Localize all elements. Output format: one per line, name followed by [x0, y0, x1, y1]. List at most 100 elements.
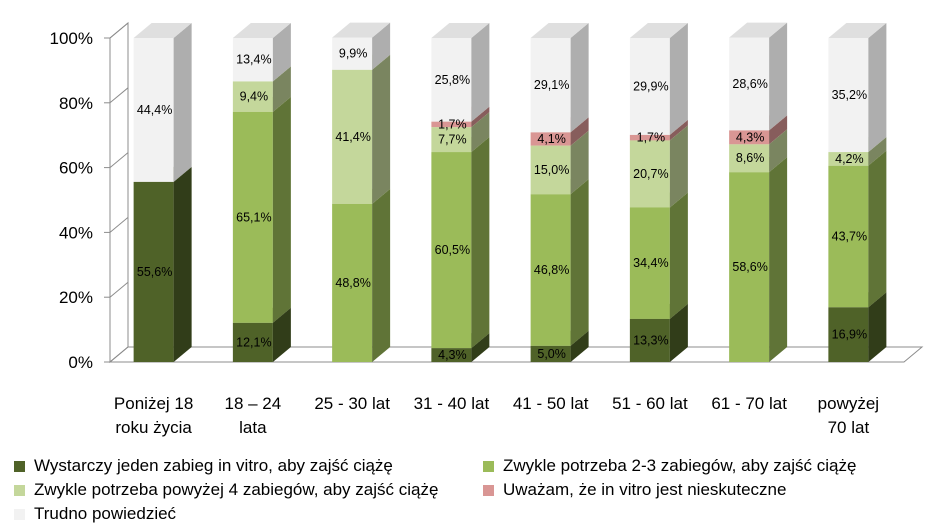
y-tick-diagonal: [109, 87, 129, 104]
bar-segment-front: [828, 152, 869, 166]
y-tick-label: 40%: [59, 223, 93, 242]
bar-stack: [828, 23, 887, 362]
data-label: 15,0%: [534, 163, 569, 177]
bar-stack: [232, 23, 291, 362]
bar-stack: [133, 23, 192, 362]
legend-label: Uważam, że in vitro jest nieskuteczne: [503, 480, 787, 499]
y-axis-ticks: 0% 20% 40% 60% 80% 100%: [50, 22, 129, 372]
data-label: 5,0%: [537, 347, 566, 361]
bar-segment-front: [530, 132, 571, 146]
y-tick-diagonal: [109, 152, 129, 168]
bar-segment-front: [332, 37, 373, 70]
bar-stack: [332, 22, 391, 362]
bar-segment-side: [570, 179, 589, 346]
legend-swatch: [14, 484, 25, 496]
bar-segment-front: [629, 134, 670, 141]
x-axis-ticks: Poniżej 18 roku życia 18 – 24 lata 25 - 30 l…: [114, 394, 879, 437]
data-label: 4,3%: [438, 348, 467, 362]
bar-segment-side: [868, 137, 887, 166]
data-label: 1,7%: [637, 131, 666, 145]
data-label: 16,9%: [832, 328, 867, 342]
y-tick-diagonal: [109, 22, 129, 39]
bar-segment-side: [471, 23, 490, 122]
bar-segment-side: [868, 292, 887, 362]
floor: [108, 346, 924, 363]
legend: Wystarczy jeden zabieg in vitro, aby zaj…: [0, 450, 946, 528]
bar-segment-front: [828, 307, 869, 362]
bar-segment-front: [431, 348, 472, 362]
data-label: 13,4%: [236, 53, 271, 67]
x-tick-label: lata: [239, 418, 267, 437]
x-tick-label: Poniżej 18: [114, 394, 193, 413]
legend-label: Zwykle potrzeba powyżej 4 zabiegów, aby …: [34, 480, 439, 499]
y-tick-diagonal: [109, 346, 129, 363]
bar-segment-side: [570, 130, 589, 195]
stacked-bar-chart: 0% 20% 40% 60% 80% 100% 55,6% 44,4% 12,1% 65,1% 9…: [50, 21, 924, 437]
bar-segment-side: [769, 115, 788, 145]
x-tick-label: roku życia: [115, 418, 192, 437]
y-tick-label: 0%: [68, 353, 93, 372]
chart-walls: [108, 21, 924, 364]
data-label: 55,6%: [137, 265, 172, 279]
bar-segment-side: [669, 119, 688, 141]
bar-segment-front: [530, 145, 571, 195]
data-label: 4,1%: [537, 132, 566, 146]
bar-segment-front: [729, 130, 770, 145]
bar-stack: [629, 23, 688, 362]
data-label: 41,4%: [335, 130, 370, 144]
data-label: 29,9%: [633, 79, 668, 93]
bar-segment-front: [332, 203, 373, 362]
bar-segment-front: [729, 37, 770, 131]
data-label: 25,8%: [435, 73, 470, 87]
legend-swatch: [483, 484, 494, 496]
legend-swatch: [14, 508, 25, 520]
bar-segment-top: [530, 23, 589, 38]
bar-segment-top: [133, 23, 192, 38]
legend-item: Zwykle potrzeba 2-3 zabiegów, aby zajść …: [483, 455, 856, 477]
bar-segment-side: [272, 307, 291, 362]
x-tick-label: 18 – 24: [225, 394, 282, 413]
bar-segment-front: [828, 38, 869, 153]
bar-segment-top: [332, 22, 391, 38]
bar-segment-front: [232, 322, 273, 362]
bar-segment-front: [530, 194, 571, 346]
legend-item: Wystarczy jeden zabieg in vitro, aby zaj…: [14, 455, 393, 477]
bar-segment-side: [272, 66, 291, 112]
legend-item: Zwykle potrzeba powyżej 4 zabiegów, aby …: [14, 479, 438, 501]
bar-segment-side: [868, 150, 887, 308]
bar-segment-side: [173, 166, 192, 362]
legend-swatch: [483, 460, 494, 472]
x-tick-label: 70 lat: [828, 418, 870, 437]
data-label: 12,1%: [236, 335, 271, 349]
bar-segment-side: [471, 137, 490, 349]
bar-segment-side: [272, 96, 291, 323]
data-label: 48,8%: [335, 276, 370, 290]
data-label: 20,7%: [633, 167, 668, 181]
data-label: 1,7%: [438, 117, 467, 131]
bar-segment-front: [431, 152, 472, 349]
bars: [133, 22, 887, 362]
bar-segment-side: [372, 188, 391, 362]
bar-segment-side: [471, 106, 490, 128]
bar-segment-front: [530, 345, 571, 362]
data-label: 9,4%: [240, 90, 269, 104]
side-wall: [109, 21, 129, 364]
bar-segment-side: [769, 157, 788, 362]
y-tick-label: 100%: [50, 29, 93, 48]
data-label: 46,8%: [534, 263, 569, 277]
x-tick-label: powyżej: [818, 394, 879, 413]
data-label: 13,3%: [633, 333, 668, 347]
legend-item: Trudno powiedzieć: [14, 503, 176, 525]
x-tick-label: 61 - 70 lat: [711, 394, 787, 413]
y-tick-label: 80%: [59, 94, 93, 113]
data-label: 34,4%: [633, 256, 668, 270]
bar-segment-side: [372, 54, 391, 204]
data-label: 29,1%: [534, 78, 569, 92]
data-label: 65,1%: [236, 210, 271, 224]
x-tick-label: 51 - 60 lat: [612, 394, 688, 413]
legend-swatch: [14, 460, 25, 472]
bar-segment-top: [729, 22, 788, 38]
bar-segment-front: [431, 38, 472, 122]
bar-segment-front: [729, 172, 770, 362]
bar-segment-side: [471, 333, 490, 362]
